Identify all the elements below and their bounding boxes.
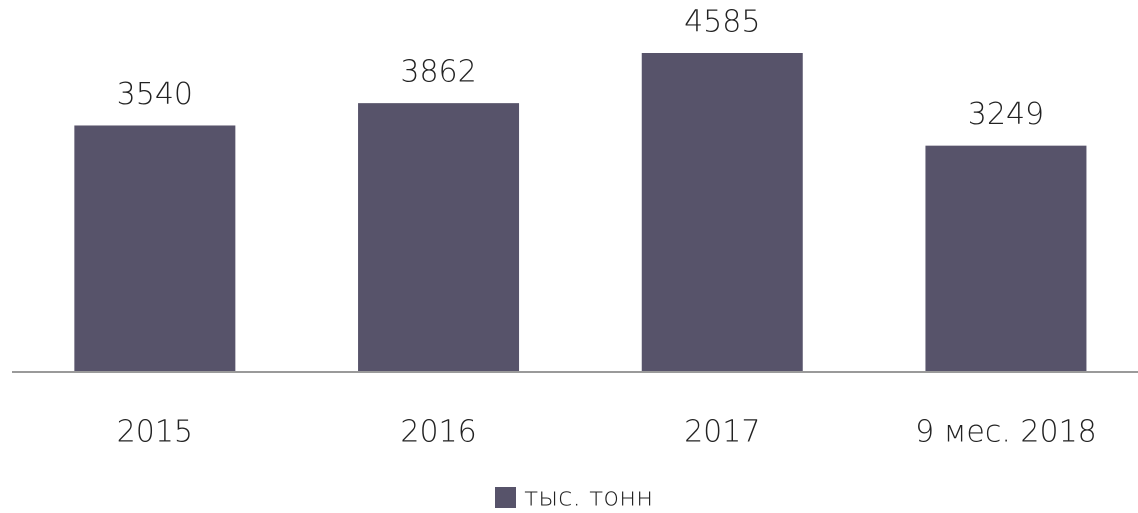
- x-tick-label: 2016: [400, 415, 476, 450]
- x-tick-label: 2015: [117, 415, 193, 450]
- value-label: 3862: [400, 55, 476, 90]
- legend-label: тыс. тонн: [524, 483, 653, 513]
- value-label: 3540: [117, 77, 193, 112]
- x-tick-label: 2017: [684, 415, 760, 450]
- legend-swatch: [495, 487, 516, 508]
- bar: [74, 125, 236, 371]
- bar: [358, 103, 520, 371]
- bar: [925, 145, 1087, 371]
- value-label: 4585: [684, 5, 760, 40]
- value-label: 3249: [968, 97, 1044, 132]
- x-tick-label: 9 мес. 2018: [915, 415, 1097, 450]
- bar: [641, 53, 803, 371]
